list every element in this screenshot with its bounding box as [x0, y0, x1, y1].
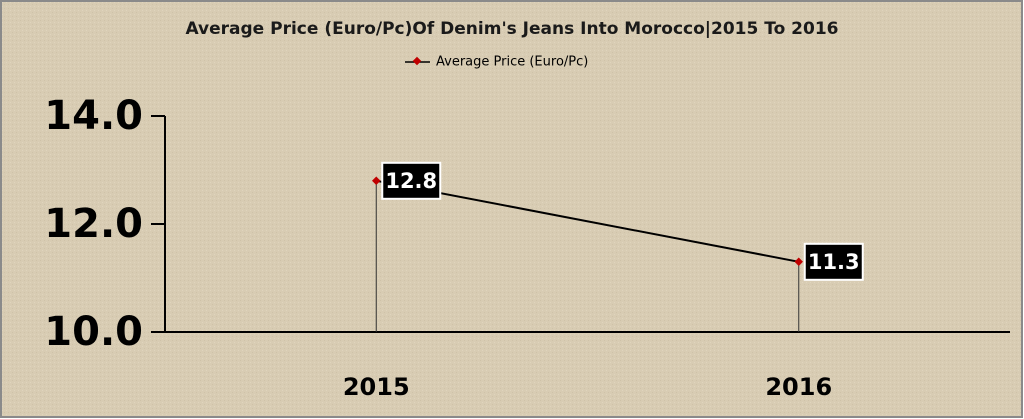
legend-label: Average Price (Euro/Pc) — [436, 55, 588, 70]
y-tick-label: 14.0 — [44, 93, 143, 139]
series-line — [376, 179, 799, 263]
x-tick-label: 2016 — [765, 373, 832, 401]
chart-title: Average Price (Euro/Pc)Of Denim's Jeans … — [186, 19, 839, 39]
data-label-box — [803, 242, 864, 281]
y-tick-label: 10.0 — [44, 309, 143, 355]
point-marker — [794, 257, 803, 267]
data-label-box — [381, 161, 442, 200]
legend-marker — [412, 56, 422, 66]
data-label: 11.3 — [808, 250, 860, 274]
x-tick-label: 2015 — [343, 373, 410, 401]
y-tick-label: 12.0 — [44, 201, 143, 247]
point-marker — [372, 176, 381, 186]
data-label: 12.8 — [385, 169, 437, 193]
